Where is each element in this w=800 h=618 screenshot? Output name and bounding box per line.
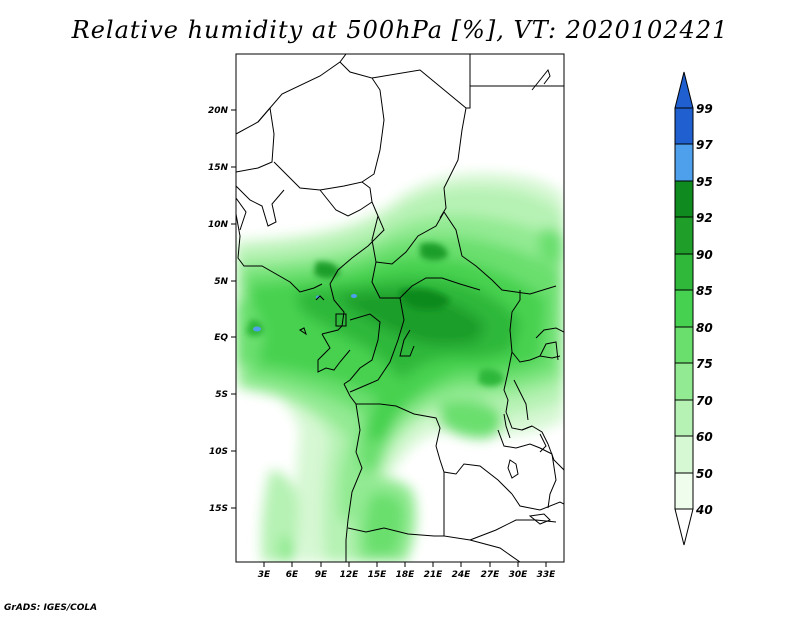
colorbar-label: 70 xyxy=(696,394,713,408)
humidity-field xyxy=(236,172,564,562)
lon-label: 30E xyxy=(509,570,529,580)
colorbar-segment xyxy=(674,289,694,328)
colorbar-label: 97 xyxy=(696,138,713,152)
colorbar-label: 80 xyxy=(696,321,713,335)
colorbar-label: 92 xyxy=(696,211,713,225)
lat-label: 20N xyxy=(208,106,229,116)
colorbar-label: 99 xyxy=(696,102,713,116)
lon-label: 9E xyxy=(315,570,328,580)
colorbar-label: 85 xyxy=(696,284,713,298)
lon-label: 6E xyxy=(286,570,299,580)
colorbar-top-arrow xyxy=(674,71,694,109)
colorbar-segment xyxy=(674,472,694,510)
lat-label: EQ xyxy=(214,333,228,343)
colorbar-segment xyxy=(674,216,694,255)
map-title: Relative humidity at 500hPa [%], VT: 202… xyxy=(71,16,729,44)
lon-label: 21E xyxy=(424,570,444,580)
colorbar-label: 75 xyxy=(696,357,713,371)
lat-label: 15S xyxy=(209,504,228,514)
colorbar-segment xyxy=(674,326,694,364)
colorbar-bottom-arrow xyxy=(674,508,694,546)
lat-label: 10S xyxy=(209,447,228,457)
colorbar-segment xyxy=(674,143,694,182)
country-borders xyxy=(236,54,564,562)
lon-label: 18E xyxy=(396,570,416,580)
lon-label: 27E xyxy=(481,570,501,580)
lon-label: 12E xyxy=(340,570,360,580)
colorbar-segment xyxy=(674,253,694,291)
colorbar-label: 60 xyxy=(696,430,713,444)
lon-label: 24E xyxy=(452,570,472,580)
colorbar-label: 40 xyxy=(695,503,713,517)
grads-credit: GrADS: IGES/COLA xyxy=(4,603,98,613)
lon-label: 15E xyxy=(368,570,388,580)
lat-label: 10N xyxy=(208,220,229,230)
colorbar-segment xyxy=(674,435,694,474)
lat-label: 5N xyxy=(214,277,228,287)
lon-axis: 3E 6E 9E 12E 15E 18E 21E 24E 27E 30E 33E xyxy=(258,562,556,580)
lat-label: 5S xyxy=(215,390,228,400)
coast-details xyxy=(299,68,551,336)
colorbar-segment xyxy=(674,399,694,437)
colorbar-label: 95 xyxy=(696,175,713,189)
colorbar: 99 97 95 92 90 85 80 75 70 60 50 40 xyxy=(674,71,713,546)
map-frame xyxy=(235,53,565,563)
lon-label: 3E xyxy=(258,570,271,580)
lat-axis: 20N 15N 10N 5N EQ 5S 10S 15S xyxy=(208,106,236,514)
colorbar-label: 90 xyxy=(696,248,713,262)
colorbar-label: 50 xyxy=(696,467,713,481)
colorbar-segment xyxy=(674,180,694,218)
lat-label: 15N xyxy=(208,163,229,173)
colorbar-segments xyxy=(674,107,694,510)
colorbar-segment xyxy=(674,362,694,401)
colorbar-segment xyxy=(674,107,694,145)
lon-label: 33E xyxy=(537,570,557,580)
